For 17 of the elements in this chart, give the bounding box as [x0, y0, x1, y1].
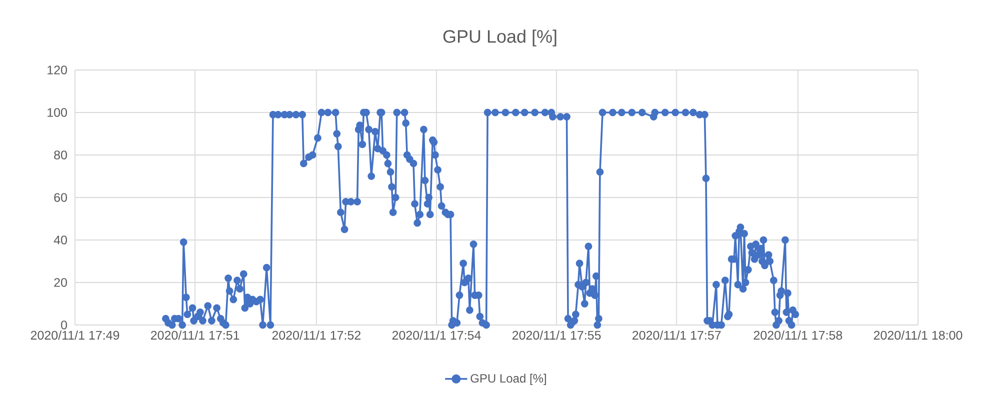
x-tick-label: 2020/11/1 18:00: [874, 330, 962, 340]
x-tick-label: 2020/11/1 17:49: [30, 330, 120, 340]
y-tick-label: 120: [48, 66, 67, 74]
x-tick-label: 2020/11/1 17:52: [272, 330, 360, 340]
y-tick-label: 20: [54, 278, 67, 287]
x-tick-label: 2020/11/1 17:51: [150, 330, 240, 340]
y-tick-label: 80: [54, 150, 67, 160]
legend-label: GPU Load [%]: [470, 374, 546, 385]
x-tick-label: 2020/11/1 17:55: [512, 330, 601, 340]
x-tick-label: 2020/11/1 17:58: [754, 330, 842, 340]
x-tick-label: 2020/11/1 17:57: [632, 330, 721, 340]
x-tick-label: 2020/11/1 17:54: [392, 330, 481, 340]
y-tick-label: 100: [48, 108, 67, 117]
y-tick-label: 40: [54, 236, 67, 244]
y-tick-label: 60: [54, 193, 67, 202]
y-tick-label: 0: [61, 320, 67, 330]
chart-title: GPU Load [%]: [443, 30, 556, 46]
